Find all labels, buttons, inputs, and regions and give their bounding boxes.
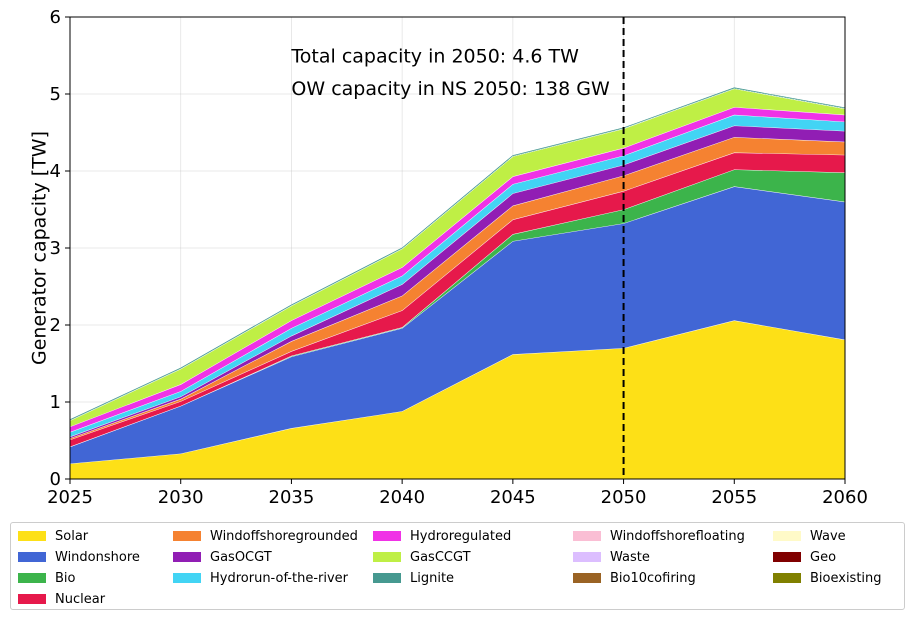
legend-item-hydrorun-of-the-river: Hydrorun-of-the-river — [173, 570, 348, 586]
legend-item-wave: Wave — [773, 528, 846, 544]
legend-label: Geo — [810, 549, 837, 565]
legend-swatch — [373, 573, 401, 583]
area-hydroregulated — [70, 107, 845, 433]
annotations: Total capacity in 2050: 4.6 TW OW capaci… — [290, 46, 610, 100]
legend-swatch — [773, 531, 801, 541]
x-tick-label: 2055 — [711, 487, 757, 508]
legend-label: Windoffshoregrounded — [210, 528, 358, 544]
legend-label: Windoffshorefloating — [610, 528, 745, 544]
annotation-ow-capacity: OW capacity in NS 2050: 138 GW — [291, 78, 610, 100]
x-tick-label: 2060 — [822, 487, 868, 508]
legend-swatch — [18, 531, 46, 541]
y-tick-label: 1 — [50, 392, 61, 413]
legend-label: GasOCGT — [210, 549, 272, 565]
y-tick-label: 6 — [50, 7, 61, 28]
y-tick-label: 5 — [50, 84, 61, 105]
legend-label: Nuclear — [55, 591, 106, 607]
legend-label: GasCCGT — [410, 549, 471, 565]
legend-swatch — [373, 552, 401, 562]
x-tick-label: 2050 — [601, 487, 647, 508]
legend-item-windoffshoregrounded: Windoffshoregrounded — [173, 528, 358, 544]
legend-swatch — [373, 531, 401, 541]
legend-swatch — [573, 552, 601, 562]
legend-label: Lignite — [410, 570, 455, 586]
legend-swatch — [18, 573, 46, 583]
legend-label: Windonshore — [55, 549, 140, 565]
annotation-total-capacity: Total capacity in 2050: 4.6 TW — [290, 46, 579, 68]
legend-swatch — [18, 552, 46, 562]
y-axis-label: Generator capacity [TW] — [29, 131, 51, 365]
legend-item-geo: Geo — [773, 549, 836, 565]
legend-label: Bio10cofiring — [610, 570, 696, 586]
area-nuclear — [70, 152, 845, 447]
legend: Solar Windonshore Bio Nuclear Windoffshoregr… — [10, 522, 905, 610]
stack-top-edge — [69, 87, 846, 421]
legend-item-bio10cofiring: Bio10cofiring — [573, 570, 696, 586]
legend-label: Solar — [55, 528, 89, 544]
legend-swatch — [173, 573, 201, 583]
legend-item-hydroregulated: Hydroregulated — [373, 528, 511, 544]
legend-item-waste: Waste — [573, 549, 650, 565]
legend-swatch — [573, 531, 601, 541]
y-tick-label: 4 — [50, 161, 61, 182]
legend-swatch — [773, 552, 801, 562]
legend-label: Hydrorun-of-the-river — [210, 570, 349, 586]
x-tick-label: 2040 — [379, 487, 425, 508]
legend-item-bioexisting: Bioexisting — [773, 570, 882, 586]
area-solar — [70, 320, 845, 479]
legend-swatch — [573, 573, 601, 583]
legend-label: Wave — [810, 528, 846, 544]
legend-item-gasccgt: GasCCGT — [373, 549, 471, 565]
area-gasccgt — [70, 88, 845, 427]
legend-item-windoffshorefloating: Windoffshorefloating — [573, 528, 745, 544]
legend-swatch — [18, 594, 46, 604]
x-tick-label: 2035 — [269, 487, 315, 508]
y-tick-label: 0 — [50, 469, 61, 490]
legend-item-bio: Bio — [18, 570, 75, 586]
legend-swatch — [173, 552, 201, 562]
legend-label: Waste — [610, 549, 650, 565]
x-tick-label: 2030 — [158, 487, 204, 508]
area-hydrorun-of-the-river — [70, 114, 845, 437]
legend-item-solar: Solar — [18, 528, 88, 544]
x-tick-label: 2025 — [47, 487, 93, 508]
chart-area: Total capacity in 2050: 4.6 TW OW capaci… — [29, 7, 868, 508]
legend-item-lignite: Lignite — [373, 570, 454, 586]
y-tick-label: 2 — [50, 315, 61, 336]
legend-label: Bio — [55, 570, 76, 586]
legend-swatch — [173, 531, 201, 541]
legend-item-windonshore: Windonshore — [18, 549, 140, 565]
legend-label: Hydroregulated — [410, 528, 512, 544]
stacked-areas — [69, 87, 846, 479]
y-tick-label: 3 — [50, 238, 61, 259]
legend-swatch — [773, 573, 801, 583]
x-tick-label: 2045 — [490, 487, 536, 508]
axes: 2025 2030 2035 2040 2045 2050 2055 2060 0 1 2 3 4 5 6 — [47, 7, 868, 508]
legend-item-nuclear: Nuclear — [18, 591, 105, 607]
area-windonshore — [70, 186, 845, 464]
legend-label: Bioexisting — [810, 570, 882, 586]
legend-item-gasocgt: GasOCGT — [173, 549, 272, 565]
